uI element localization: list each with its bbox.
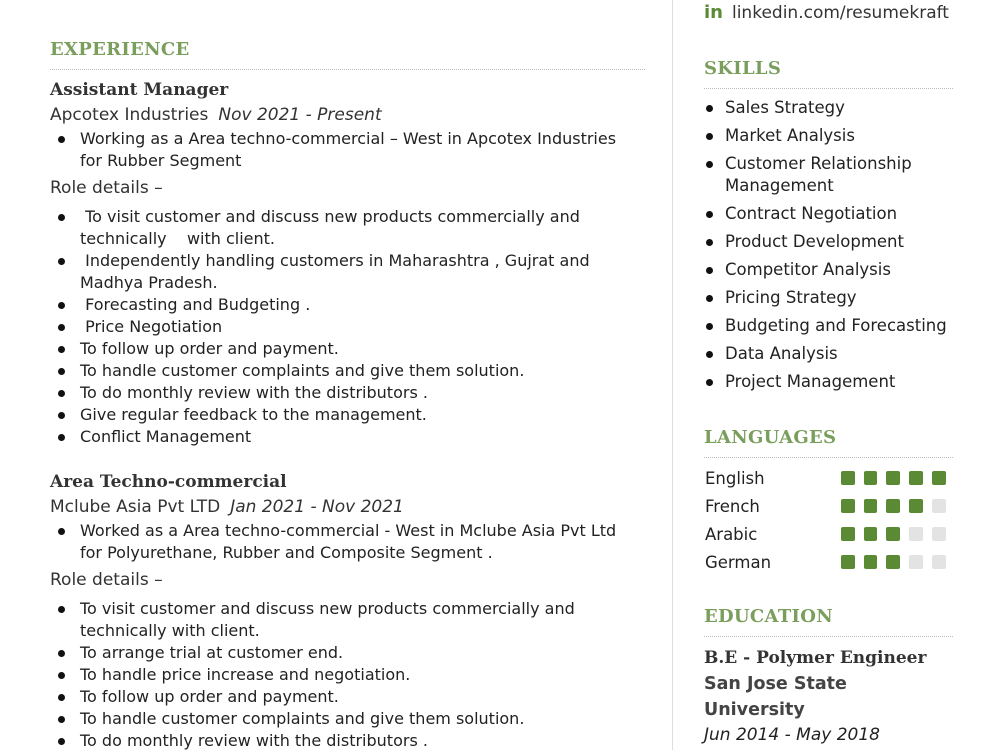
proficiency-dot [886, 527, 901, 541]
job-company-line: Mclube Asia Pvt LTD Jan 2021 - Nov 2021 [50, 495, 640, 520]
proficiency-dot [840, 499, 855, 513]
list-item: To handle customer complaints and give t… [50, 360, 640, 382]
education-entry: B.E - Polymer Engineer San Jose State Un… [704, 645, 934, 748]
job-title: Assistant Manager [50, 80, 229, 100]
skill-item: Product Development [704, 231, 954, 253]
skill-item: Customer Relationship Management [704, 153, 954, 197]
role-details-label: Role details – [50, 570, 163, 590]
languages-rule [704, 457, 953, 458]
proficiency-dot [863, 471, 878, 485]
list-item: Working as a Area techno-commercial – We… [50, 128, 640, 172]
skill-item: Budgeting and Forecasting [704, 315, 954, 337]
proficiency-dot [909, 527, 924, 541]
languages-list: English French Arabic German [705, 464, 955, 576]
list-item: To arrange trial at customer end. [50, 642, 640, 664]
proficiency-dot [909, 555, 924, 569]
language-name: English [705, 468, 765, 488]
skill-item: Data Analysis [704, 343, 954, 365]
proficiency-dot [932, 527, 946, 541]
education-dates: Jun 2014 - May 2018 [704, 725, 880, 745]
linkedin-url[interactable]: linkedin.com/resumekraft [731, 3, 949, 23]
list-item: To handle price increase and negotiation… [50, 664, 640, 686]
job-title: Area Techno-commercial [50, 472, 287, 492]
language-row: German [705, 548, 955, 576]
job-summary-list: Working as a Area techno-commercial – We… [50, 128, 640, 172]
language-name: German [705, 552, 772, 572]
skill-item: Pricing Strategy [704, 287, 954, 309]
list-item: Give regular feedback to the management. [50, 404, 640, 426]
proficiency-dot [932, 499, 946, 513]
proficiency-dot [840, 555, 855, 569]
list-item: Price Negotiation [50, 316, 640, 338]
proficiency-dot [932, 555, 946, 569]
proficiency-dot [909, 471, 924, 485]
language-row: Arabic [705, 520, 955, 548]
job-entry: Area Techno-commercial Mclube Asia Pvt LT… [50, 470, 640, 752]
list-item: To do monthly review with the distributo… [50, 382, 640, 404]
list-item: To follow up order and payment. [50, 338, 640, 360]
proficiency-dot [932, 471, 946, 485]
job-company: Apcotex Industries [50, 105, 209, 125]
skill-item: Project Management [704, 371, 954, 393]
proficiency-dot [909, 499, 924, 513]
skills-heading: SKILLS [704, 58, 782, 79]
language-row: French [705, 492, 955, 520]
list-item: Worked as a Area techno-commercial - Wes… [50, 520, 640, 564]
proficiency-dot [886, 555, 901, 569]
skill-item: Sales Strategy [704, 97, 954, 119]
job-entry: Assistant Manager Apcotex Industries Nov 2… [50, 78, 640, 448]
education-heading: EDUCATION [704, 606, 833, 627]
list-item: To follow up order and payment. [50, 686, 640, 708]
list-item: To visit customer and discuss new produc… [50, 206, 640, 250]
job-company-line: Apcotex Industries Nov 2021 - Present [50, 103, 640, 128]
experience-rule [50, 69, 645, 70]
education-rule [704, 636, 953, 637]
list-item: Forecasting and Budgeting . [50, 294, 640, 316]
skill-item: Contract Negotiation [704, 203, 954, 225]
skills-list: Sales Strategy Market Analysis Customer Re… [704, 97, 954, 399]
proficiency-dot [863, 499, 878, 513]
language-name: French [705, 496, 760, 516]
linkedin-contact[interactable]: in linkedin.com/resumekraft [704, 1, 949, 25]
skill-item: Competitor Analysis [704, 259, 954, 281]
languages-heading: LANGUAGES [704, 427, 837, 448]
proficiency-dot [886, 471, 901, 485]
language-name: Arabic [705, 524, 758, 544]
job-company: Mclube Asia Pvt LTD [50, 497, 221, 517]
list-item: To do monthly review with the distributo… [50, 730, 640, 752]
experience-heading: EXPERIENCE [50, 39, 190, 60]
education-degree: B.E - Polymer Engineer [704, 648, 927, 668]
proficiency-dot [863, 527, 878, 541]
skill-item: Market Analysis [704, 125, 954, 147]
language-row: English [705, 464, 955, 492]
skills-rule [704, 88, 953, 89]
proficiency-dot [840, 527, 855, 541]
proficiency-dot [840, 471, 855, 485]
column-divider [672, 0, 673, 750]
list-item: Independently handling customers in Maha… [50, 250, 640, 294]
education-school: San Jose State University [704, 674, 847, 720]
job-dates: Nov 2021 - Present [218, 105, 382, 125]
role-details-list: To visit customer and discuss new produc… [50, 598, 640, 752]
list-item: Conflict Management [50, 426, 640, 448]
list-item: To visit customer and discuss new produc… [50, 598, 640, 642]
linkedin-icon: in [704, 2, 723, 23]
proficiency-dot [886, 499, 901, 513]
role-details-list: To visit customer and discuss new produc… [50, 206, 640, 448]
role-details-label: Role details – [50, 178, 163, 198]
job-dates: Jan 2021 - Nov 2021 [230, 497, 404, 517]
job-summary-list: Worked as a Area techno-commercial - Wes… [50, 520, 640, 564]
proficiency-dot [863, 555, 878, 569]
list-item: To handle customer complaints and give t… [50, 708, 640, 730]
